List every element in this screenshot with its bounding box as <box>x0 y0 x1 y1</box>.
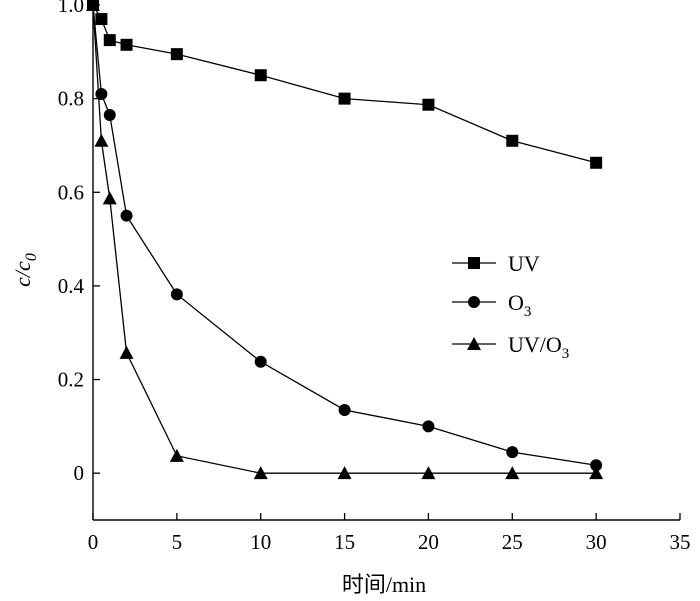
legend-label-uv-o3-sub: 3 <box>562 346 570 362</box>
data-point-uv <box>120 38 133 51</box>
data-point-uv-o3 <box>421 466 436 480</box>
data-point-o3 <box>422 420 435 433</box>
series-uv-o3 <box>86 0 604 480</box>
x-tick-label: 35 <box>670 530 691 554</box>
legend-label-uv: UV <box>508 251 540 276</box>
data-point-uv-o3 <box>505 466 520 480</box>
data-point-uv-o3 <box>169 448 184 462</box>
y-tick-label: 0.6 <box>58 180 84 204</box>
x-ticks: 0 5 10 15 20 25 30 35 <box>88 513 691 554</box>
series-layer <box>86 0 604 480</box>
series-line-uv-o3 <box>92 4 597 474</box>
data-point-uv <box>506 134 519 147</box>
data-point-o3 <box>254 355 267 368</box>
x-tick-label: 15 <box>334 530 355 554</box>
legend-label-o3-main: O <box>508 290 524 315</box>
data-point-uv-o3 <box>94 133 109 147</box>
legend-item-o3: O3 <box>452 290 531 320</box>
data-point-uv-o3 <box>86 0 100 11</box>
series-o3 <box>87 0 603 472</box>
data-point-uv-o3 <box>589 466 604 480</box>
data-point-o3 <box>590 459 603 472</box>
y-ticks: 0 0.2 0.4 0.6 0.8 1.0 <box>58 0 100 485</box>
x-tick-label: 20 <box>418 530 439 554</box>
data-point-uv <box>254 69 267 82</box>
series-uv <box>87 0 603 169</box>
legend-marker-uv <box>468 257 480 269</box>
legend-item-uv-o3: UV/O3 <box>452 332 569 362</box>
legend-marker-o3 <box>468 296 480 308</box>
data-point-uv-o3 <box>337 466 352 480</box>
data-point-uv-o3 <box>102 191 117 205</box>
data-point-uv-o3 <box>119 345 134 359</box>
series-line-uv <box>92 4 597 164</box>
legend-label-uv-o3: UV/O3 <box>508 332 569 362</box>
axes <box>92 5 680 521</box>
y-tick-label: 0 <box>74 461 85 485</box>
y-tick-label: 1.0 <box>58 0 84 17</box>
y-axis-title-sub: 0 <box>23 253 40 261</box>
data-point-o3 <box>170 288 183 301</box>
data-point-uv <box>95 13 108 26</box>
legend-marker-uv-o3 <box>467 337 481 350</box>
legend: UV O3 UV/O3 <box>452 251 569 362</box>
y-axis-title-main: c/c <box>10 261 35 287</box>
x-axis-title: 时间/min <box>342 572 426 597</box>
y-tick-label: 0.4 <box>58 274 85 298</box>
legend-label-uv-o3-main: UV/O <box>508 332 562 357</box>
data-point-uv <box>590 156 603 169</box>
data-point-uv <box>338 92 351 105</box>
series-line-o3 <box>92 4 597 466</box>
data-point-o3 <box>120 209 133 222</box>
data-point-o3 <box>95 87 108 100</box>
x-tick-label: 0 <box>88 530 99 554</box>
y-axis-title: c/c0 <box>10 253 40 287</box>
data-point-o3 <box>103 109 116 122</box>
data-point-o3 <box>338 403 351 416</box>
data-point-uv <box>103 34 116 47</box>
x-tick-label: 10 <box>250 530 271 554</box>
legend-label-o3-sub: 3 <box>524 304 532 320</box>
legend-item-uv: UV <box>452 251 540 276</box>
x-tick-label: 5 <box>172 530 183 554</box>
data-point-uv <box>422 98 435 111</box>
data-point-o3 <box>506 446 519 459</box>
legend-label-o3: O3 <box>508 290 531 320</box>
y-tick-label: 0.8 <box>58 87 84 111</box>
data-point-uv-o3 <box>253 466 268 480</box>
x-tick-label: 30 <box>586 530 607 554</box>
y-tick-label: 0.2 <box>58 368 84 392</box>
x-tick-label: 25 <box>502 530 523 554</box>
data-point-uv <box>170 48 183 61</box>
